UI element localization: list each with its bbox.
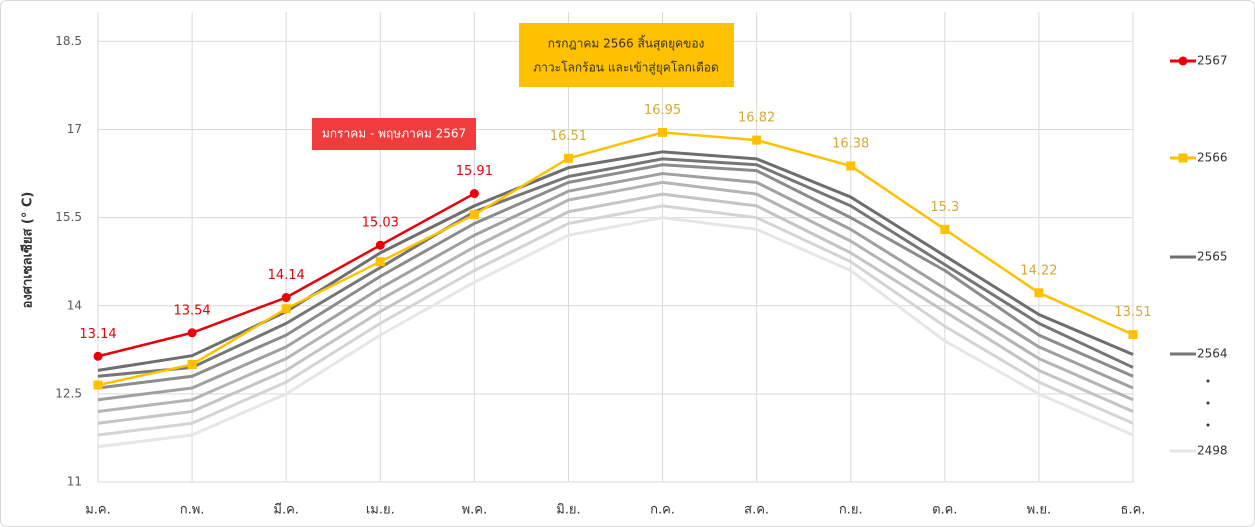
- legend-label: 2565: [1197, 250, 1228, 264]
- x-tick-label: พ.ย.: [1027, 503, 1051, 518]
- x-tick-label: เม.ย.: [366, 503, 395, 518]
- point: [93, 351, 103, 361]
- legend-label: 2567: [1197, 54, 1228, 68]
- y-tick-label: 11: [67, 475, 82, 489]
- data-label: 14.22: [1020, 263, 1057, 278]
- x-tick-label: ก.ย.: [839, 503, 863, 518]
- data-label: 16.38: [832, 136, 869, 151]
- legend-label: 2564: [1197, 347, 1228, 361]
- series-line: [97, 157, 1134, 378]
- x-tick-label: ส.ค.: [744, 503, 769, 518]
- y-tick-label: 15.5: [55, 210, 82, 224]
- series-line: [97, 180, 1134, 413]
- x-tick-label: ธ.ค.: [1121, 503, 1146, 518]
- point: [281, 304, 291, 314]
- point: [563, 153, 573, 163]
- annotation-text: มกราคม - พฤษภาคม 2567: [322, 127, 466, 141]
- series-line: [97, 216, 1134, 449]
- x-tick-label: ก.ค.: [650, 503, 675, 518]
- series-line: [97, 172, 1134, 402]
- point: [1128, 330, 1138, 340]
- data-label: 16.95: [644, 103, 681, 118]
- point: [375, 240, 385, 250]
- data-label: 16.51: [550, 129, 587, 144]
- y-tick-label: 14: [67, 298, 82, 312]
- x-tick-label: ต.ค.: [932, 503, 957, 518]
- point: [281, 293, 291, 303]
- point: [1034, 288, 1044, 298]
- data-label: 13.51: [1114, 305, 1151, 320]
- legend-marker: [1178, 56, 1188, 66]
- x-tick-label: มิ.ย.: [556, 503, 580, 518]
- annotation-text: กรกฎาคม 2566 สิ้นสุดยุคของ: [548, 35, 705, 52]
- legend-dot: [1206, 423, 1210, 427]
- data-label: 15.03: [362, 216, 399, 231]
- point: [846, 161, 856, 171]
- data-label: 13.54: [173, 303, 210, 318]
- x-tick-label: ม.ค.: [85, 503, 111, 518]
- x-tick-label: ก.พ.: [180, 503, 205, 518]
- legend-dot: [1206, 379, 1210, 383]
- plot: 11 12.5 14 15.5 17 18.5 ม.ค. ก.พ. มี.ค. เม.ย. พ.ค.…: [55, 12, 1152, 518]
- legend-marker: [1178, 153, 1188, 163]
- y-axis-label: องศาเซลเซียส (° C): [20, 192, 36, 309]
- point: [469, 210, 479, 220]
- point: [93, 380, 103, 390]
- series-line: [97, 192, 1134, 425]
- point: [940, 224, 950, 234]
- y-tick-label: 12.5: [55, 386, 82, 400]
- data-label: 15.91: [456, 164, 493, 179]
- x-tick-label: พ.ค.: [462, 503, 488, 518]
- y-tick-label: 18.5: [55, 34, 82, 48]
- x-tick-label: มี.ค.: [273, 502, 299, 518]
- point: [752, 135, 762, 145]
- annotation-text: ภาวะโลกร้อน และเข้าสู่ยุคโลกเดือด: [533, 61, 718, 76]
- legend-label: 2498: [1197, 444, 1228, 458]
- annotation-box: [519, 23, 734, 87]
- data-label: 14.14: [268, 268, 305, 283]
- series-line: [97, 131, 1134, 387]
- series-line: [97, 204, 1134, 437]
- point: [469, 189, 479, 199]
- y-tick-label: 17: [67, 122, 82, 136]
- series-line: [97, 163, 1134, 390]
- annotation-box: [312, 118, 476, 150]
- legend-dot: [1206, 401, 1210, 405]
- point: [187, 328, 197, 338]
- legend-label: 2566: [1197, 151, 1228, 165]
- point: [375, 257, 385, 267]
- data-label: 15.3: [930, 200, 959, 215]
- data-label: 16.82: [738, 111, 775, 126]
- point: [658, 127, 668, 137]
- point: [187, 360, 197, 369]
- data-label: 13.14: [79, 327, 116, 342]
